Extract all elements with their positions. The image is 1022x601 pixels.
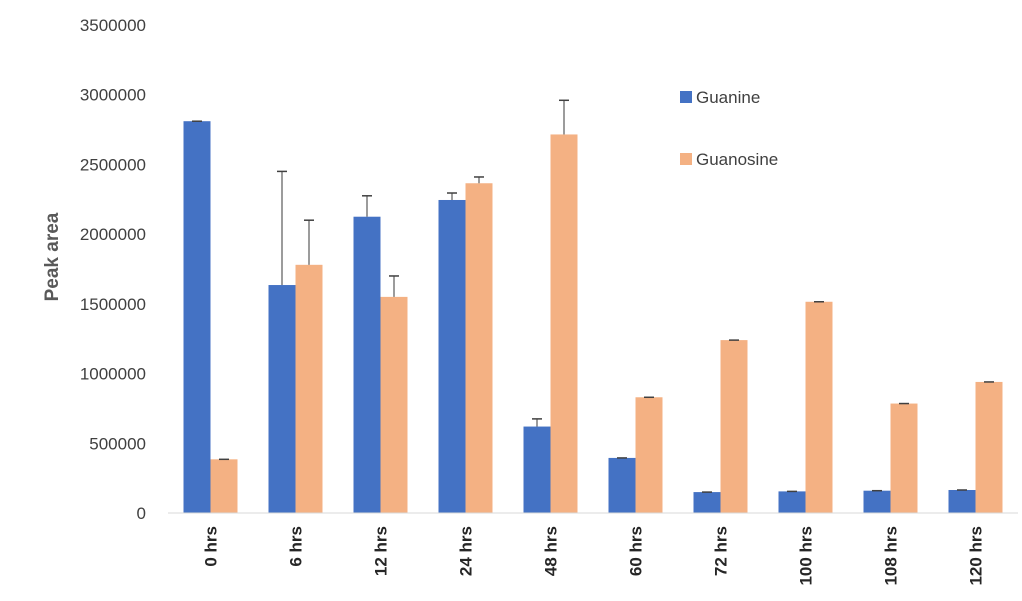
- bar-guanine-6: [693, 492, 721, 513]
- x-tick-label: 108 hrs: [882, 526, 901, 586]
- legend-swatch-guanosine: [680, 153, 692, 165]
- x-tick-label: 72 hrs: [712, 526, 731, 576]
- legend-label-guanine: Guanine: [696, 88, 760, 107]
- bar-guanosine-9: [975, 381, 1003, 513]
- bar-guanine-5: [608, 457, 636, 513]
- x-tick-label: 24 hrs: [457, 526, 476, 576]
- bar-guanine-0: [183, 121, 211, 513]
- y-tick-label: 3500000: [80, 16, 146, 35]
- y-axis-ticks: 0 500000 1000000 1500000 2000000 2500000 30000…: [80, 16, 146, 523]
- bar-guanosine-0: [210, 459, 238, 513]
- y-tick-label: 3000000: [80, 86, 146, 105]
- y-axis-title: Peak area: [42, 212, 63, 301]
- bar-guanosine-5: [635, 397, 663, 513]
- bar-guanosine-6: [720, 340, 748, 513]
- bar-guanosine-2: [380, 296, 408, 513]
- y-tick-label: 2500000: [80, 155, 146, 174]
- bar-guanine-1: [268, 285, 296, 513]
- bar-guanine-7: [778, 491, 806, 513]
- bar-guanine-2: [353, 216, 381, 513]
- y-tick-label: 1000000: [80, 365, 146, 384]
- legend: Guanine Guanosine: [680, 88, 778, 169]
- bar-guanosine-7: [805, 301, 833, 513]
- x-axis-labels: 0 hrs 6 hrs 12 hrs 24 hrs 48 hrs 60 hrs 72 hrs…: [202, 526, 986, 586]
- x-tick-label: 6 hrs: [287, 526, 306, 567]
- x-tick-label: 120 hrs: [967, 526, 986, 586]
- bar-guanine-8: [863, 490, 891, 513]
- x-tick-label: 48 hrs: [542, 526, 561, 576]
- legend-swatch-guanine: [680, 91, 692, 103]
- y-tick-label: 0: [137, 504, 146, 523]
- bar-guanine-9: [948, 489, 976, 513]
- error-bars: [192, 99, 994, 493]
- x-tick-label: 0 hrs: [202, 526, 221, 567]
- y-tick-label: 2000000: [80, 225, 146, 244]
- y-tick-label: 500000: [89, 434, 146, 453]
- bar-guanine-3: [438, 199, 466, 514]
- x-tick-label: 100 hrs: [797, 526, 816, 586]
- y-tick-label: 1500000: [80, 295, 146, 314]
- bar-guanine-4: [523, 426, 551, 513]
- bar-guanosine-4: [550, 134, 578, 514]
- bars: [183, 121, 1003, 514]
- x-tick-label: 12 hrs: [372, 526, 391, 576]
- legend-label-guanosine: Guanosine: [696, 150, 778, 169]
- bar-guanosine-3: [465, 183, 493, 513]
- x-tick-label: 60 hrs: [627, 526, 646, 576]
- bar-guanosine-8: [890, 403, 918, 513]
- bar-guanosine-1: [295, 264, 323, 513]
